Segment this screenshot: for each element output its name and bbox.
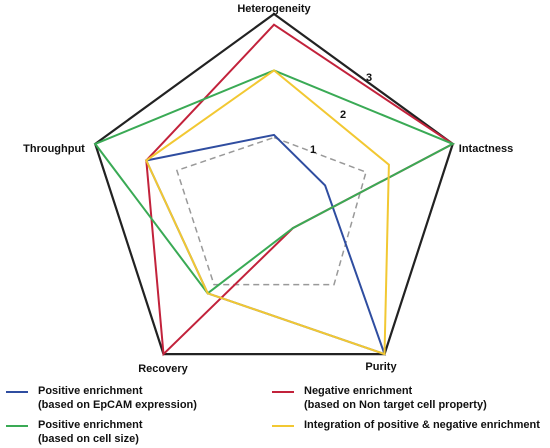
series-line-blue [144,133,387,356]
legend-item-red: Negative enrichment (based on Non target… [272,384,487,412]
legend-item-yellow: Integration of positive & negative enric… [272,418,540,432]
axis-label-purity: Purity [365,361,397,373]
legend-label-red: Negative enrichment [304,385,413,397]
axis-label-throughput: Throughput [23,143,85,155]
axis-label-intactness: Intactness [459,143,513,155]
legend-label-blue: Positive enrichment [38,385,143,397]
ring-label-2: 2 [340,109,346,121]
series-line-red [145,23,455,357]
legend-label-green: Positive enrichment [38,419,143,431]
axis-label-recovery: Recovery [138,363,188,375]
legend-swatch-yellow [272,425,294,427]
legend-swatch-blue [6,391,28,393]
legend-swatch-green [6,425,28,427]
legend: Positive enrichment (based on EpCAM expr… [0,378,550,448]
series-line-yellow [145,69,390,356]
ring-label-1: 1 [310,144,316,156]
legend-swatch-red [272,391,294,393]
legend-note-blue: (based on EpCAM expression) [38,399,197,411]
ring-label-3: 3 [366,72,372,84]
radar-series [93,23,456,357]
legend-label-yellow: Integration of positive & negative enric… [304,419,540,431]
axis-label-heterogeneity: Heterogeneity [237,3,311,15]
series-line-green [93,69,456,295]
radar-chart: Heterogeneity Intactness Purity Recovery Thr… [23,3,513,375]
legend-item-green: Positive enrichment (based on cell size) [6,418,143,446]
legend-note-red: (based on Non target cell property) [304,399,487,411]
outer-pentagon [93,12,455,356]
reference-dashed-polygon [175,136,367,286]
legend-note-green: (based on cell size) [38,433,139,445]
radar-grid [93,12,455,356]
legend-item-blue: Positive enrichment (based on EpCAM expr… [6,384,197,412]
radar-labels: Heterogeneity Intactness Purity Recovery Thr… [23,3,513,375]
